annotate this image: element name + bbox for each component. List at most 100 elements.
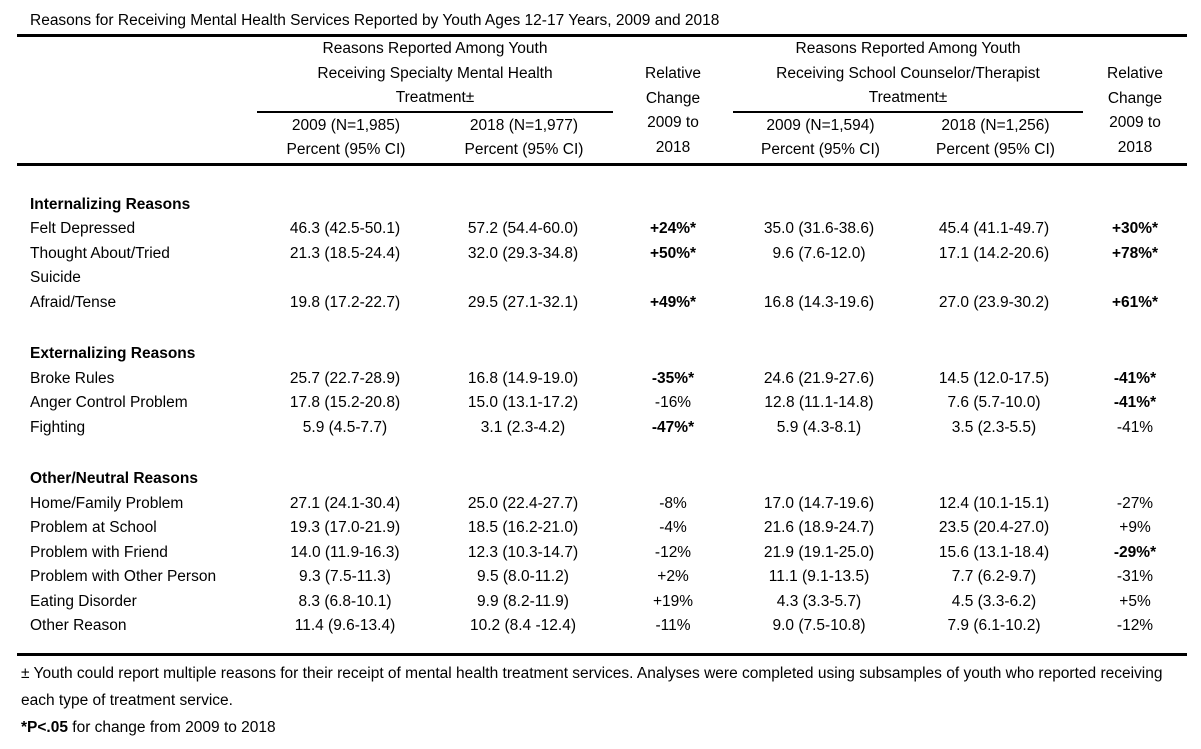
school-group-title-line1: Reasons Reported Among Youth — [795, 40, 1021, 57]
value-school-2018: 12.4 (10.1-15.1) — [938, 494, 1050, 512]
table-row: Home/Family Problem 27.1 (24.1-30.4) 25.0 … — [17, 492, 1187, 517]
specialty-2018-percent-ci: Percent (95% CI) — [464, 141, 584, 158]
relative-change-school: -41% — [1116, 418, 1154, 436]
footnotes: ± Youth could report multiple reasons fo… — [17, 656, 1187, 741]
table-row: Problem with Other Person 9.3 (7.5-11.3) 9… — [17, 565, 1187, 590]
reason-label: Problem at School — [30, 519, 157, 536]
specialty-2009-header: 2009 (N=1,985) Percent (95% CI) — [257, 114, 435, 163]
relative-change-specialty: -8% — [659, 494, 687, 512]
footnote-significance-symbol: *P<.05 — [21, 718, 68, 736]
table-row: Felt Depressed 46.3 (42.5-50.1) 57.2 (54.4… — [17, 217, 1187, 242]
relative-change-specialty: +2% — [657, 568, 689, 585]
specialty-2018-header: 2018 (N=1,977) Percent (95% CI) — [435, 114, 613, 163]
value-school-2009: 21.6 (18.9-24.7) — [763, 519, 875, 536]
value-school-2018: 4.5 (3.3-6.2) — [951, 592, 1037, 610]
relative-change-school: -31% — [1116, 568, 1154, 585]
relative-change-specialty: -11% — [655, 617, 691, 634]
value-specialty-2018: 9.9 (8.2-11.9) — [477, 592, 569, 610]
value-school-2009: 35.0 (31.6-38.6) — [763, 220, 875, 237]
value-school-2009: 5.9 (4.3-8.1) — [776, 418, 862, 436]
value-school-2009: 11.1 (9.1-13.5) — [768, 568, 870, 585]
top-rule — [17, 34, 1187, 37]
table-row: Other Reason 11.4 (9.6-13.4) 10.2 (8.4 -12… — [17, 614, 1187, 639]
section-spacer — [17, 166, 1187, 193]
value-specialty-2018: 25.0 (22.4-27.7) — [467, 494, 579, 512]
bottom-rule — [17, 652, 1187, 656]
value-specialty-2018: 10.2 (8.4 -12.4) — [470, 617, 576, 634]
table-body: Internalizing Reasons Felt Depressed 46.3 … — [17, 166, 1187, 653]
value-school-2009: 9.6 (7.6-12.0) — [772, 244, 866, 262]
specialty-group-title-line2: Receiving Specialty Mental Health — [317, 64, 553, 82]
table-row: Broke Rules 25.7 (22.7-28.9) 16.8 (14.9-19… — [17, 367, 1187, 392]
relative-change-specialty: +19% — [652, 592, 694, 610]
value-school-2009: 12.8 (11.1-14.8) — [764, 394, 874, 411]
specialty-group-title-line1: Reasons Reported Among Youth — [322, 40, 548, 57]
school-2009-n: 2009 (N=1,594) — [766, 116, 875, 134]
reason-label: Thought About/Tried Suicide — [30, 244, 170, 287]
footnote-multiple-reasons: ± Youth could report multiple reasons fo… — [21, 664, 1163, 709]
relative-change-school-line3: 2009 to — [1109, 114, 1161, 131]
value-school-2018: 45.4 (41.1-49.7) — [938, 220, 1050, 237]
table-header: Reasons Reported Among Youth Receiving S… — [17, 37, 1187, 163]
value-specialty-2009: 46.3 (42.5-50.1) — [289, 220, 401, 237]
school-2018-percent-ci: Percent (95% CI) — [936, 141, 1055, 158]
value-school-2009: 4.3 (3.3-5.7) — [776, 592, 862, 610]
value-school-2018: 17.1 (14.2-20.6) — [938, 244, 1050, 262]
section-spacer — [17, 440, 1187, 467]
footnote-significance-text: for change from 2009 to 2018 — [67, 718, 276, 736]
relative-change-specialty: +24%* — [649, 220, 697, 237]
value-school-2018: 27.0 (23.9-30.2) — [938, 293, 1050, 311]
relative-change-specialty-line4: 2018 — [655, 138, 691, 156]
value-school-2018: 7.6 (5.7-10.0) — [947, 394, 1041, 411]
value-specialty-2018: 57.2 (54.4-60.0) — [467, 220, 579, 237]
table-row: Problem at School 19.3 (17.0-21.9) 18.5 (1… — [17, 516, 1187, 541]
school-treatment-group: Reasons Reported Among Youth Receiving S… — [733, 37, 1083, 163]
header-rule — [17, 162, 1187, 166]
table-row: Eating Disorder 8.3 (6.8-10.1) 9.9 (8.2-11… — [17, 590, 1187, 615]
relative-change-school: -27% — [1116, 494, 1154, 512]
reason-label: Home/Family Problem — [30, 494, 184, 512]
value-specialty-2018: 15.0 (13.1-17.2) — [467, 394, 579, 411]
relative-change-school: -29%* — [1113, 543, 1157, 561]
reason-label: Problem with Friend — [30, 543, 168, 561]
school-group-title-line3: Treatment± — [868, 89, 948, 106]
value-specialty-2018: 29.5 (27.1-32.1) — [467, 293, 579, 311]
value-specialty-2009: 27.1 (24.1-30.4) — [289, 494, 401, 512]
value-specialty-2009: 9.3 (7.5-11.3) — [299, 568, 391, 585]
value-specialty-2009: 19.8 (17.2-22.7) — [289, 293, 401, 311]
table-row: Afraid/Tense 19.8 (17.2-22.7) 29.5 (27.1-3… — [17, 291, 1187, 316]
value-specialty-2009: 8.3 (6.8-10.1) — [298, 592, 392, 610]
value-school-2018: 3.5 (2.3-5.5) — [951, 418, 1037, 436]
reason-label: Problem with Other Person — [30, 568, 217, 585]
section-header: Other/Neutral Reasons — [30, 470, 198, 487]
section-header-row: Other/Neutral Reasons — [17, 467, 1187, 492]
table-row: Fighting 5.9 (4.5-7.7) 3.1 (2.3-4.2) -47%* 5… — [17, 416, 1187, 441]
reason-label: Broke Rules — [30, 369, 115, 387]
specialty-subheaders: 2009 (N=1,985) Percent (95% CI) 2018 (N=… — [257, 113, 613, 163]
relative-change-school-header: Relative Change 2009 to 2018 — [1083, 37, 1187, 162]
reason-label: Other Reason — [30, 617, 127, 634]
table-row: Anger Control Problem 17.8 (15.2-20.8) 15.… — [17, 391, 1187, 416]
value-specialty-2018: 18.5 (16.2-21.0) — [467, 519, 579, 536]
value-specialty-2009: 17.8 (15.2-20.8) — [289, 394, 401, 411]
relative-change-specialty: -4% — [659, 519, 687, 536]
relative-change-specialty: +49%* — [649, 293, 697, 311]
value-school-2018: 15.6 (13.1-18.4) — [938, 543, 1050, 561]
value-specialty-2009: 5.9 (4.5-7.7) — [302, 418, 388, 436]
footnote-significance: *P<.05 for change from 2009 to 2018 — [21, 714, 1187, 741]
relative-change-specialty-line1: Relative — [645, 65, 701, 82]
relative-change-specialty: +50%* — [649, 244, 697, 262]
value-school-2009: 21.9 (19.1-25.0) — [763, 543, 875, 561]
value-specialty-2009: 11.4 (9.6-13.4) — [294, 617, 396, 634]
value-school-2009: 17.0 (14.7-19.6) — [763, 494, 875, 512]
relative-change-school: -41%* — [1113, 394, 1157, 411]
reason-label: Eating Disorder — [30, 592, 137, 610]
relative-change-specialty-line3: 2009 to — [647, 114, 699, 131]
table-row: Thought About/Tried Suicide 21.3 (18.5-24… — [17, 242, 1187, 291]
section-header-row: Internalizing Reasons — [17, 193, 1187, 218]
table-title: Reasons for Receiving Mental Health Serv… — [30, 12, 720, 29]
value-school-2018: 23.5 (20.4-27.0) — [938, 519, 1050, 536]
reason-label: Fighting — [30, 418, 86, 436]
school-subheaders: 2009 (N=1,594) Percent (95% CI) 2018 (N=… — [733, 113, 1083, 163]
